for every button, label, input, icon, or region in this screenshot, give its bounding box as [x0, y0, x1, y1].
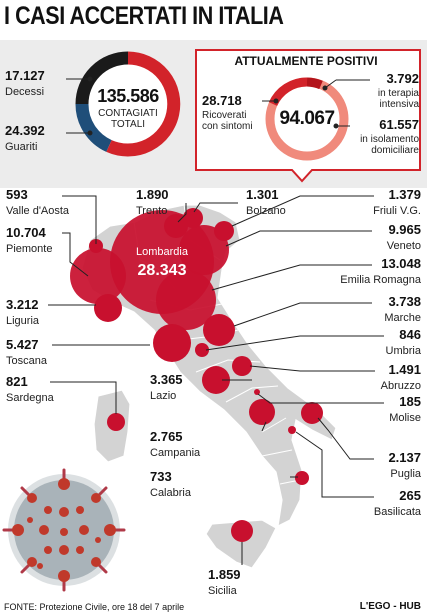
region-value-molise: 185: [399, 394, 421, 409]
icu-label-line2: intensiva: [379, 99, 419, 110]
bubble-basilicata: [288, 426, 296, 434]
region-value-umbria: 846: [399, 327, 421, 342]
region-name-toscana: Toscana: [6, 355, 47, 367]
region-name-friuli: Friuli V.G.: [373, 205, 421, 217]
region-value-abruzzo: 1.491: [388, 362, 421, 377]
region-value-puglia: 2.137: [388, 450, 421, 465]
deaths-value: 17.127: [5, 68, 45, 83]
region-name-emilia: Emilia Romagna: [340, 274, 421, 286]
bubble-umbria: [195, 343, 209, 357]
recovered-label: Guariti: [5, 141, 38, 153]
bubble-sicilia: [231, 520, 253, 542]
home-isolation-value: 61.557: [379, 117, 419, 132]
positives-box: [195, 49, 421, 183]
region-name-trento: Trento: [136, 205, 168, 217]
home-isolation-label-line1: in isolamento: [360, 134, 419, 145]
ring-segment-positives: [106, 51, 181, 157]
region-name-piemonte: Piemonte: [6, 243, 53, 255]
bubble-piemonte: [70, 248, 126, 304]
bubble-valle-daosta: [89, 239, 103, 253]
region-value-emilia: 13.048: [381, 256, 421, 271]
region-value-campania: 2.765: [150, 429, 183, 444]
icu-value: 3.792: [386, 71, 419, 86]
bubble-puglia: [301, 402, 323, 424]
summary-leader-lines: [66, 76, 370, 136]
home-isolation-label-line2: domiciliare: [371, 145, 419, 156]
region-value-marche: 3.738: [388, 294, 421, 309]
region-value-bolzano: 1.301: [246, 187, 279, 202]
region-name-calabria: Calabria: [150, 487, 191, 499]
region-value-calabria: 733: [150, 469, 172, 484]
region-value-veneto: 9.965: [388, 222, 421, 237]
region-name-lombardia: Lombardia: [136, 246, 188, 258]
region-value-piemonte: 10.704: [6, 225, 46, 240]
region-name-molise: Molise: [389, 412, 421, 424]
bubble-lazio: [202, 366, 230, 394]
region-bubbles: [70, 208, 323, 542]
total-label-line1: CONTAGIATI: [98, 108, 158, 119]
total-label-line2: TOTALI: [110, 119, 146, 130]
bubble-calabria: [295, 471, 309, 485]
region-value-sardegna: 821: [6, 374, 28, 389]
region-value-toscana: 5.427: [6, 337, 39, 352]
region-value-basilicata: 265: [399, 488, 421, 503]
recovered-value: 24.392: [5, 123, 45, 138]
region-name-abruzzo: Abruzzo: [380, 380, 421, 392]
region-name-sardegna: Sardegna: [6, 392, 54, 404]
bubble-sardegna: [107, 413, 125, 431]
bubble-liguria: [94, 294, 122, 322]
hospitalized-value: 28.718: [202, 93, 242, 108]
bubble-campania: [249, 399, 275, 425]
region-name-bolzano: Bolzano: [246, 205, 286, 217]
ring-segment-icu: [306, 77, 323, 90]
bubble-toscana: [153, 324, 191, 362]
region-name-campania: Campania: [150, 447, 201, 459]
region-value-lombardia: 28.343: [137, 262, 187, 279]
region-name-sicilia: Sicilia: [208, 585, 237, 597]
positives-total-value: 94.067: [279, 108, 335, 129]
footer-source: FONTE: Protezione Civile, ore 18 del 7 a…: [4, 602, 185, 612]
region-value-lazio: 3.365: [150, 372, 183, 387]
region-name-basilicata: Basilicata: [373, 506, 421, 518]
region-value-friuli: 1.379: [388, 187, 421, 202]
bubble-emilia: [156, 270, 216, 330]
region-value-liguria: 3.212: [6, 297, 39, 312]
region-name-puglia: Puglia: [390, 468, 421, 480]
total-ring-backdrop: [76, 52, 180, 156]
hospitalized-label-line2: con sintomi: [202, 121, 253, 132]
region-name-umbria: Umbria: [385, 345, 421, 357]
bubble-abruzzo: [232, 356, 252, 376]
region-name-marche: Marche: [384, 312, 421, 324]
bubble-marche: [203, 314, 235, 346]
total-ring-chart: [75, 51, 181, 157]
region-value-sicilia: 1.859: [208, 567, 241, 582]
region-value-valle-daosta: 593: [6, 187, 28, 202]
region-name-veneto: Veneto: [386, 240, 421, 252]
region-name-valle-daosta: Valle d'Aosta: [6, 205, 70, 217]
ring-segment-deaths: [75, 51, 129, 105]
positives-title: ATTUALMENTE POSITIVI: [234, 54, 378, 68]
hospitalized-label-line1: Ricoverati: [202, 110, 247, 121]
region-name-liguria: Liguria: [6, 315, 40, 327]
total-value: 135.586: [97, 86, 159, 106]
icu-label-line1: in terapia: [377, 88, 419, 99]
region-name-lazio: Lazio: [150, 390, 177, 402]
ring-segment-recovered: [75, 103, 112, 152]
map-leader-lines: [48, 195, 384, 565]
bubble-bolzano: [183, 208, 203, 228]
footer-brand: L'EGO - HUB: [359, 601, 421, 612]
deaths-label: Decessi: [5, 86, 45, 98]
page-title: I CASI ACCERTATI IN ITALIA: [4, 2, 284, 30]
bubble-molise: [254, 389, 260, 395]
bubble-trento: [164, 214, 188, 238]
bubble-friuli: [214, 221, 234, 241]
map-sicily: [205, 519, 277, 569]
coronavirus-illustration: [2, 468, 126, 592]
region-value-trento: 1.890: [136, 187, 169, 202]
